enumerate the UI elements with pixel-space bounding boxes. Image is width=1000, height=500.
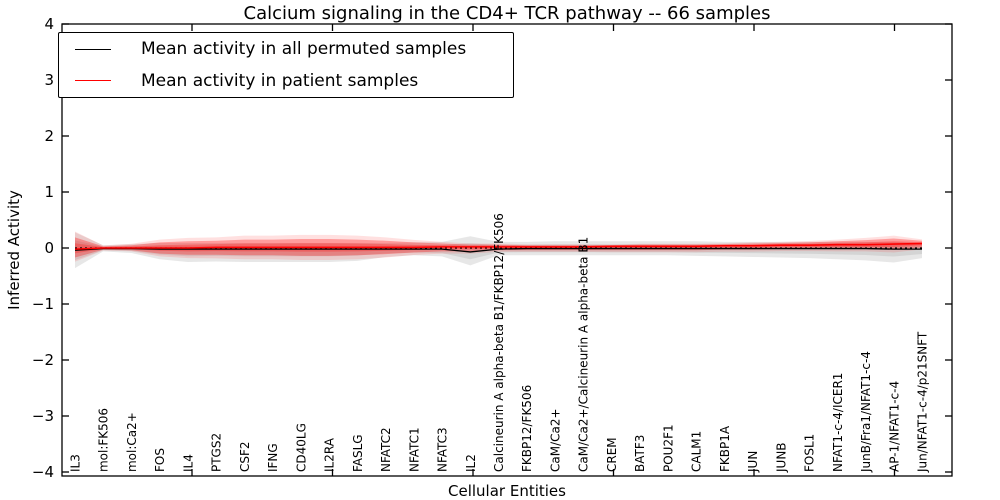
x-category-label: BATF3 — [633, 435, 647, 472]
x-category-label: IL2 — [464, 454, 478, 472]
x-category-label: NFATC3 — [436, 427, 450, 472]
x-category-label: CD40LG — [294, 423, 308, 472]
permuted-line-swatch — [75, 48, 111, 50]
x-category-label: Jun/NFAT1-c-4/p21SNFT — [916, 331, 930, 473]
chart-title: Calcium signaling in the CD4+ TCR pathwa… — [243, 3, 771, 24]
x-category-label: mol:Ca2+ — [125, 412, 139, 472]
x-category-label: NFAT1-c-4/ICER1 — [831, 373, 845, 472]
x-category-label: PTGS2 — [210, 433, 224, 472]
x-category-label: Calcineurin A alpha-beta B1/FKBP12/FK506 — [492, 213, 506, 472]
plot-frame — [61, 23, 953, 477]
y-tick-label: 1 — [44, 183, 54, 201]
x-category-label: POU2F1 — [661, 424, 675, 472]
legend-label: Mean activity in all permuted samples — [141, 39, 467, 60]
y-tick-label: 3 — [44, 71, 54, 89]
x-category-label: CaM/Ca2+/Calcineurin A alpha-beta B1 — [577, 237, 591, 472]
y-tick-label: 2 — [44, 127, 54, 145]
x-category-label: JunB/Fra1/NFAT1-c-4 — [859, 351, 873, 473]
y-tick-label: 4 — [44, 15, 54, 33]
x-category-label: IL2RA — [323, 437, 337, 472]
x-category-label: JUNB — [774, 442, 788, 473]
patient-line-swatch — [75, 80, 111, 82]
x-category-label: FKBP1A — [718, 425, 732, 472]
x-category-label: CALM1 — [690, 431, 704, 472]
y-tick-label: −1 — [32, 295, 54, 313]
x-category-label: FOS — [153, 448, 167, 472]
y-axis-label: Inferred Activity — [5, 190, 23, 310]
x-category-label: IL4 — [181, 454, 195, 472]
permuted-band — [75, 232, 922, 269]
permuted-mean-line — [74, 247, 922, 253]
legend-item-permuted: Mean activity in all permuted samples — [59, 34, 513, 64]
x-category-label: CREM — [605, 437, 619, 472]
legend-item-patient: Mean activity in patient samples — [59, 66, 513, 96]
x-category-label: CaM/Ca2+ — [548, 408, 562, 472]
x-category-label: IFNG — [266, 443, 280, 472]
patient-mean-line — [74, 242, 923, 250]
x-category-label: FASLG — [351, 434, 365, 472]
x-category-label: mol:FK506 — [97, 408, 111, 472]
x-category-label: FOSL1 — [803, 434, 817, 472]
legend-label: Mean activity in patient samples — [141, 70, 419, 91]
x-category-label: CSF2 — [238, 441, 252, 472]
x-category-label: NFATC2 — [379, 427, 393, 472]
x-category-label: AP-1/NFAT1-c-4 — [887, 381, 901, 472]
x-category-label: NFATC1 — [407, 427, 421, 472]
y-tick-label: −4 — [32, 463, 54, 481]
y-tick-label: −3 — [32, 407, 54, 425]
y-tick-label: −2 — [32, 351, 54, 369]
x-category-label: FKBP12/FK506 — [520, 385, 534, 472]
x-category-label: JUN — [746, 451, 760, 473]
legend: Mean activity in all permuted samples Me… — [58, 32, 514, 98]
y-tick-label: 0 — [44, 239, 54, 257]
x-category-label: IL3 — [69, 454, 83, 472]
x-axis-label: Cellular Entities — [448, 482, 566, 500]
